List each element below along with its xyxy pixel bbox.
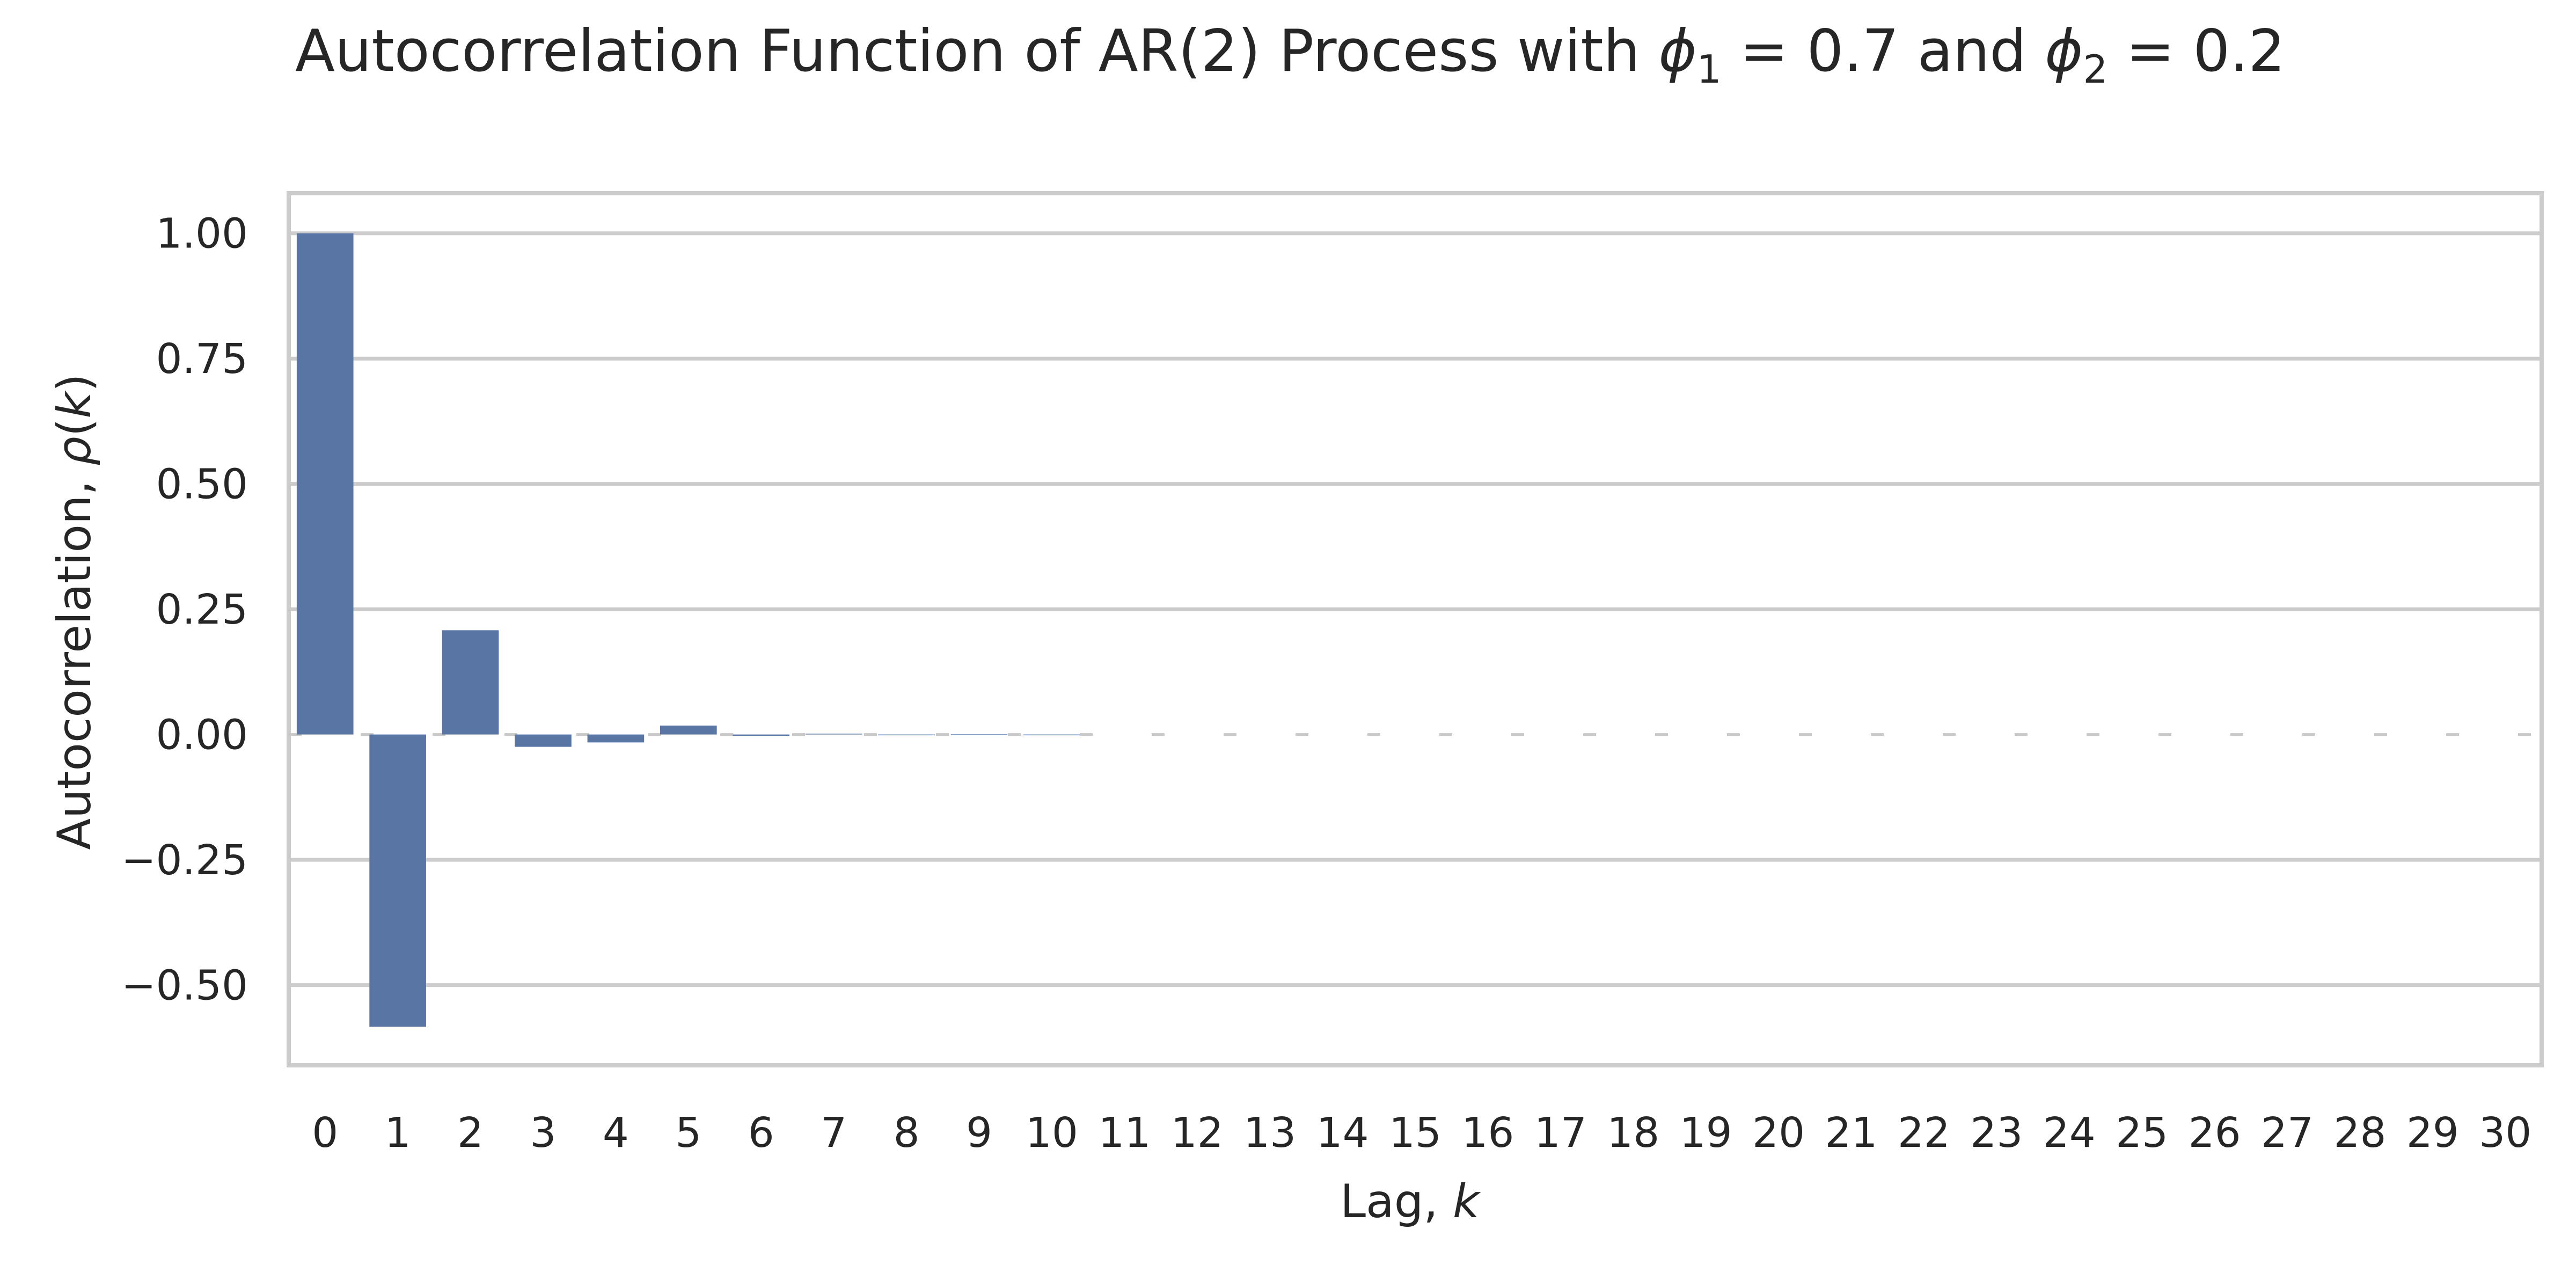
x-tick-label: 30	[2479, 1109, 2531, 1157]
bar-lag-8	[878, 734, 935, 736]
y-axis-label: Autocorrelation, ρ(k)	[48, 374, 101, 850]
y-tick-label: 0.75	[156, 335, 248, 383]
bars	[296, 233, 1080, 1027]
x-tick-label: 27	[2261, 1109, 2314, 1157]
y-axis-label-open-paren: (	[48, 419, 101, 437]
x-tick-label: 29	[2406, 1109, 2459, 1157]
plot-frame	[287, 191, 2544, 1067]
y-tick-label: 0.50	[156, 461, 248, 509]
y-axis-label-rho: ρ	[48, 436, 101, 466]
chart-title: Autocorrelation Function of AR(2) Proces…	[295, 18, 2285, 92]
title-subscript-2: 2	[2083, 47, 2108, 92]
x-tick-label: 24	[2043, 1109, 2096, 1157]
bar-lag-9	[950, 734, 1008, 735]
x-tick-label: 10	[1026, 1109, 1078, 1157]
y-tick-label: 0.00	[156, 712, 248, 759]
x-tick-label: 21	[1825, 1109, 1878, 1157]
title-text-end: = 0.2	[2107, 18, 2285, 85]
x-tick-labels: 0 1 2 3 4 5 6 7 8 9 10 11 12 13 14 15 16 17 18 19 20 21 22 23 24…	[312, 1109, 2531, 1157]
x-tick-label: 26	[2189, 1109, 2241, 1157]
x-tick-label: 23	[1970, 1109, 2023, 1157]
x-tick-label: 14	[1316, 1109, 1369, 1157]
y-axis-label-close-paren: )	[48, 374, 101, 392]
x-tick-label: 9	[966, 1109, 992, 1157]
x-tick-label: 4	[603, 1109, 629, 1157]
x-tick-label: 0	[312, 1109, 338, 1157]
x-tick-label: 18	[1607, 1109, 1659, 1157]
x-tick-label: 16	[1461, 1109, 1514, 1157]
y-tick-label: −0.25	[121, 837, 248, 884]
x-tick-label: 25	[2116, 1109, 2168, 1157]
bar-lag-7	[805, 734, 862, 735]
x-tick-label: 20	[1752, 1109, 1805, 1157]
x-tick-label: 8	[894, 1109, 920, 1157]
bar-lag-2	[442, 630, 499, 735]
x-tick-label: 13	[1243, 1109, 1296, 1157]
x-tick-label: 5	[675, 1109, 701, 1157]
bar-lag-3	[515, 734, 572, 747]
bar-lag-4	[587, 734, 645, 743]
x-tick-label: 3	[530, 1109, 556, 1157]
x-axis-label-var: k	[1453, 1175, 1481, 1228]
x-axis-label-text: Lag,	[1340, 1175, 1453, 1228]
y-tick-labels: −0.50 −0.25 0.00 0.25 0.50 0.75 1.00	[121, 210, 248, 1010]
bar-lag-10	[1023, 734, 1080, 736]
y-tick-label: −0.50	[121, 962, 248, 1010]
y-tick-label: 0.25	[156, 586, 248, 634]
title-phi-1: ϕ	[1658, 18, 1696, 85]
x-tick-label: 11	[1098, 1109, 1151, 1157]
y-tick-label: 1.00	[156, 210, 248, 258]
gridlines	[289, 231, 2542, 987]
x-tick-label: 28	[2333, 1109, 2386, 1157]
x-tick-label: 1	[385, 1109, 411, 1157]
bar-lag-0	[296, 233, 354, 735]
x-tick-label: 22	[1898, 1109, 1950, 1157]
x-tick-label: 17	[1534, 1109, 1587, 1157]
x-tick-label: 7	[821, 1109, 847, 1157]
x-tick-label: 15	[1389, 1109, 1441, 1157]
x-tick-label: 19	[1680, 1109, 1732, 1157]
title-text-start: Autocorrelation Function of AR(2) Proces…	[295, 18, 1658, 85]
y-axis-label-text: Autocorrelation,	[48, 466, 101, 850]
bar-lag-6	[733, 734, 790, 736]
x-tick-label: 6	[748, 1109, 774, 1157]
title-subscript-1: 1	[1697, 47, 1722, 92]
title-phi-2: ϕ	[2045, 18, 2083, 85]
bar-lag-1	[369, 734, 426, 1027]
x-tick-label: 12	[1171, 1109, 1224, 1157]
bar-lag-5	[660, 725, 717, 735]
x-axis-label: Lag, k	[1340, 1175, 1481, 1228]
title-text-middle: = 0.7 and	[1722, 18, 2045, 85]
y-axis-label-k: k	[48, 390, 101, 419]
x-tick-label: 2	[457, 1109, 484, 1157]
